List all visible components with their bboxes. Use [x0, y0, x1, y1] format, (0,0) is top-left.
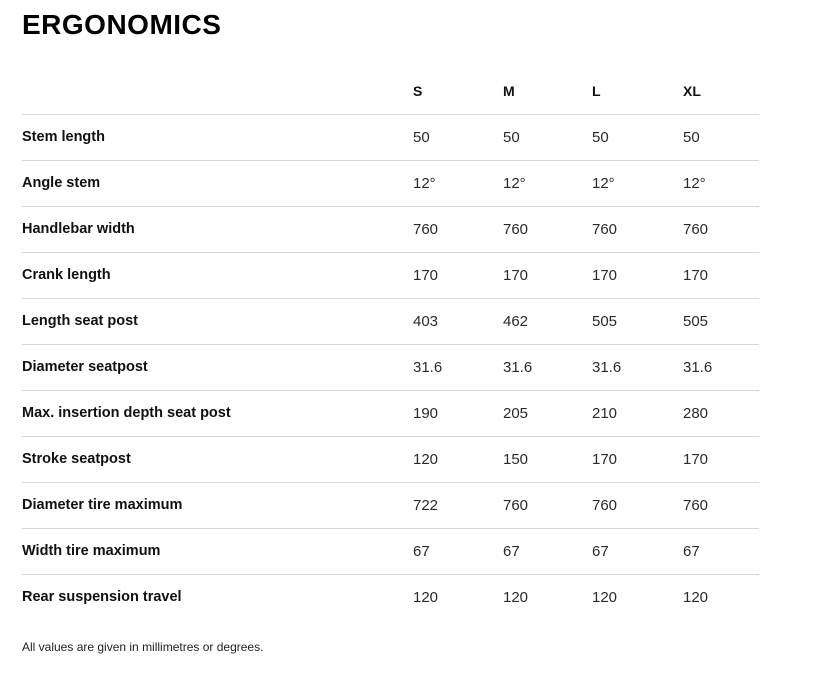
cell-value: 403	[413, 298, 503, 345]
cell-value: 505	[592, 298, 683, 345]
ergonomics-table: S M L XL Stem length 50 50 50 50 Angle stem 12° 12…	[22, 68, 759, 620]
table-row: Handlebar width 760 760 760 760	[22, 206, 759, 253]
cell-value: 31.6	[503, 344, 592, 391]
cell-value: 120	[592, 588, 618, 606]
cell-value: 12°	[592, 160, 683, 207]
cell-value: 760	[683, 482, 759, 529]
cell-value: 760	[413, 206, 503, 253]
row-label: Length seat post	[22, 298, 413, 345]
row-label: Max. insertion depth seat post	[22, 390, 413, 437]
cell-value: 205	[503, 390, 592, 437]
cell-value: 50	[413, 114, 503, 161]
cell-value: 67	[683, 528, 759, 575]
column-header-s: S	[413, 68, 503, 115]
table-row: Diameter tire maximum 722 760 760 760	[22, 482, 759, 529]
cell-value: 50	[592, 114, 683, 161]
table-row: Crank length 170 170 170 170	[22, 252, 759, 299]
cell-value: 12°	[413, 160, 503, 207]
cell-value: 31.6	[683, 344, 759, 391]
cell-value: 760	[503, 482, 592, 529]
column-header-l: L	[592, 68, 683, 115]
table-row: Rear suspension travel 120 120 120 120	[22, 574, 759, 620]
row-label: Diameter seatpost	[22, 344, 413, 391]
cell-value: 760	[503, 206, 592, 253]
cell-value: 12°	[503, 160, 592, 207]
cell-value: 170	[683, 252, 759, 299]
row-label: Handlebar width	[22, 206, 413, 253]
cell-value: 120	[413, 588, 439, 606]
cell-value: 150	[503, 436, 592, 483]
cell-value: 190	[413, 390, 503, 437]
cell-value: 50	[503, 114, 592, 161]
cell-value: 505	[683, 298, 759, 345]
table-row: Angle stem 12° 12° 12° 12°	[22, 160, 759, 207]
column-header-m: M	[503, 68, 592, 115]
column-header-xl: XL	[683, 68, 759, 115]
table-body: Stem length 50 50 50 50 Angle stem 12° 12° 12° 12…	[22, 114, 759, 620]
row-label: Angle stem	[22, 160, 413, 207]
cell-value: 31.6	[413, 344, 503, 391]
cell-value: 760	[683, 206, 759, 253]
cell-value: 210	[592, 390, 683, 437]
row-label: Crank length	[22, 252, 413, 299]
cell-value: 12°	[683, 160, 759, 207]
cell-value: 170	[413, 252, 503, 299]
header-row: S M L XL	[22, 68, 759, 115]
cell-value: 760	[592, 482, 683, 529]
cell-value: 50	[683, 114, 759, 161]
cell-value: 120	[503, 588, 529, 606]
row-label: Diameter tire maximum	[22, 482, 413, 529]
cell-value: 170	[503, 252, 592, 299]
row-label: Stroke seatpost	[22, 436, 413, 483]
row-label: Stem length	[22, 114, 413, 161]
cell-value: 722	[413, 482, 503, 529]
table-row: Diameter seatpost 31.6 31.6 31.6 31.6	[22, 344, 759, 391]
cell-value: 67	[592, 528, 683, 575]
ergonomics-section: ERGONOMICS S M L XL Stem length 50 50 50 50 Angl…	[22, 9, 759, 654]
cell-value: 170	[592, 252, 683, 299]
table-row: Width tire maximum 67 67 67 67	[22, 528, 759, 575]
column-header-empty	[22, 68, 413, 115]
cell-value: 280	[683, 390, 759, 437]
row-label: Rear suspension travel	[22, 589, 182, 606]
table-row: Length seat post 403 462 505 505	[22, 298, 759, 345]
cell-value: 120	[683, 588, 709, 606]
row-label: Width tire maximum	[22, 528, 413, 575]
cell-value: 67	[413, 528, 503, 575]
table-row: Stem length 50 50 50 50	[22, 114, 759, 161]
footnote: All values are given in millimetres or d…	[22, 640, 264, 654]
table-row: Max. insertion depth seat post 190 205 210 2…	[22, 390, 759, 437]
cell-value: 31.6	[592, 344, 683, 391]
cell-value: 462	[503, 298, 592, 345]
table-row: Stroke seatpost 120 150 170 170	[22, 436, 759, 483]
cell-value: 170	[683, 436, 759, 483]
cell-value: 120	[413, 436, 503, 483]
cell-value: 67	[503, 528, 592, 575]
cell-value: 170	[592, 436, 683, 483]
cell-value: 760	[592, 206, 683, 253]
page-title: ERGONOMICS	[22, 9, 222, 40]
